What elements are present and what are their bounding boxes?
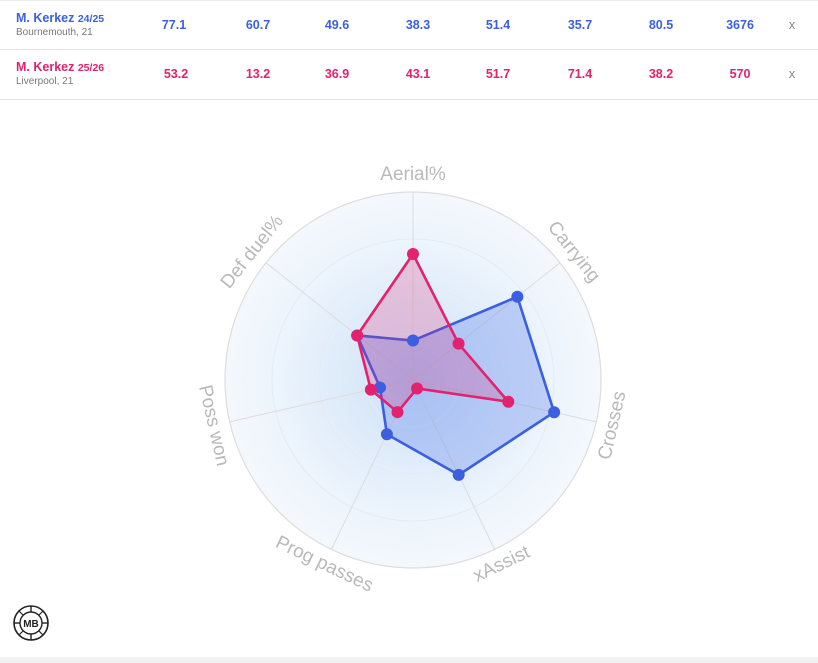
radar-point[interactable]: [391, 406, 404, 419]
stat-value: 80.5: [648, 18, 674, 32]
table-row: M. Kerkez 25/26 Liverpool, 21 53.2 13.2 …: [0, 50, 818, 100]
player-name-text: M. Kerkez: [16, 60, 75, 74]
stat-value: 35.7: [567, 18, 593, 32]
player-name: M. Kerkez 24/25: [16, 12, 104, 25]
comparison-table: M. Kerkez 24/25 Bournemouth, 21 77.1 60.…: [0, 0, 818, 100]
stat-value: 3676: [726, 18, 754, 32]
radar-series: [355, 252, 556, 477]
footer-bar: [0, 657, 818, 663]
radar-series-area: [355, 252, 510, 414]
stat-value: 13.2: [245, 67, 271, 81]
player-info: M. Kerkez 24/25 Bournemouth, 21: [16, 12, 104, 38]
radar-point[interactable]: [380, 428, 393, 441]
radar-point[interactable]: [374, 381, 387, 394]
stat-value: 49.6: [324, 18, 350, 32]
radar-point[interactable]: [411, 382, 424, 395]
stat-value: 77.1: [161, 18, 187, 32]
radar-series-area: [355, 295, 556, 477]
stat-value: 43.1: [405, 67, 431, 81]
radar-points: [351, 248, 561, 481]
stat-value: 53.2: [163, 67, 189, 81]
remove-player-button[interactable]: x: [788, 66, 796, 81]
radar-spoke: [412, 262, 561, 381]
radar-spoke: [265, 262, 414, 381]
radar-point[interactable]: [511, 290, 524, 303]
table-row: M. Kerkez 24/25 Bournemouth, 21 77.1 60.…: [0, 0, 818, 50]
svg-text:MB: MB: [23, 619, 39, 630]
radar-axis-label: Aerial%: [380, 164, 446, 185]
stat-value: 51.4: [485, 18, 511, 32]
player-name: M. Kerkez 25/26: [16, 61, 104, 74]
radar-point[interactable]: [351, 329, 364, 342]
radar-point[interactable]: [407, 248, 419, 261]
player-season: 24/25: [77, 13, 105, 25]
radar-point[interactable]: [502, 395, 515, 408]
radar-point[interactable]: [364, 383, 377, 396]
player-season: 25/26: [77, 62, 105, 74]
stat-value: 38.3: [405, 18, 431, 32]
radar-point[interactable]: [407, 334, 419, 347]
radar-point[interactable]: [548, 406, 561, 419]
player-team: Liverpool, 21: [16, 75, 74, 87]
player-team: Bournemouth, 21: [16, 26, 93, 38]
radar-point[interactable]: [452, 468, 465, 481]
stat-value: 60.7: [245, 18, 271, 32]
mb-logo-icon: MB: [12, 604, 50, 642]
player-name-text: M. Kerkez: [16, 11, 75, 25]
radar-point[interactable]: [452, 337, 465, 350]
stat-value: 36.9: [324, 67, 350, 81]
stat-value: 71.4: [567, 67, 593, 81]
radar-spoke: [412, 379, 496, 550]
remove-player-button[interactable]: x: [788, 17, 796, 32]
stat-value: 570: [729, 67, 751, 81]
stat-value: 51.7: [485, 67, 511, 81]
player-info: M. Kerkez 25/26 Liverpool, 21: [16, 61, 104, 87]
stat-value: 38.2: [648, 67, 674, 81]
